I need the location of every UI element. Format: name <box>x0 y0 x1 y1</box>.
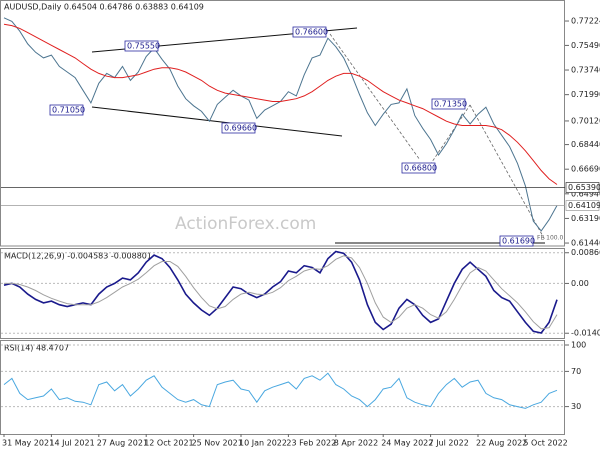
x-tick-label: 7 Jul 2022 <box>429 439 469 448</box>
annotation-box <box>49 104 84 116</box>
y-tick-label: 0.77224 <box>571 17 600 26</box>
annotation-box <box>431 98 466 110</box>
price-panel <box>0 0 565 247</box>
x-tick-label: 12 Oct 2021 <box>144 439 193 448</box>
series-line <box>3 23 558 185</box>
price-title: AUDUSD,Daily 0.64504 0.64786 0.63883 0.6… <box>4 3 204 12</box>
price-label: 0.65390 <box>568 183 600 192</box>
annotation: 0.66800 <box>404 164 437 173</box>
rsi-title: RSI(14) 48.4707 <box>4 344 69 353</box>
x-tick-label: 25 Nov 2021 <box>192 439 243 448</box>
y-tick-label: -0.014055 <box>571 329 600 338</box>
price-label-box <box>565 200 600 211</box>
annotation-box <box>292 26 327 38</box>
macd-panel <box>0 248 565 339</box>
x-tick-label: 10 Jan 2022 <box>239 439 287 448</box>
annotation: 0.61690 <box>502 237 535 246</box>
annotation: 0.71050 <box>52 106 85 115</box>
annotation: 0.69660 <box>224 124 257 133</box>
x-tick-label: 8 Apr 2022 <box>334 439 378 448</box>
annotation: 0.76600 <box>295 28 328 37</box>
x-tick-label: 31 May 2021 <box>2 439 54 448</box>
annotation-box <box>499 235 534 247</box>
series-line <box>3 372 558 409</box>
x-tick-label: 24 May 2022 <box>381 439 433 448</box>
y-tick-label: 70 <box>571 367 581 376</box>
rsi-panel <box>0 340 565 435</box>
projection-line <box>469 104 546 241</box>
series-line <box>3 250 558 334</box>
watermark: ActionForex.com <box>175 214 316 234</box>
series-line <box>4 255 558 330</box>
price-label-box <box>565 182 600 193</box>
annotation-box <box>401 162 436 174</box>
x-tick-label: 14 Jul 2021 <box>49 439 94 448</box>
annotation-box <box>221 122 256 134</box>
y-tick-label: 30 <box>571 402 581 411</box>
projection-line <box>329 33 421 161</box>
x-tick-label: 27 Aug 2021 <box>97 439 148 448</box>
x-tick-label: 5 Oct 2022 <box>523 439 567 448</box>
y-tick-label: 0.008662 <box>571 248 600 257</box>
macd-title: MACD(12,26,9) -0.004583 -0.008801 <box>4 252 152 261</box>
y-tick-label: 100 <box>571 341 586 350</box>
annotation-box <box>124 40 159 52</box>
y-tick-label: 0.00 <box>571 279 589 288</box>
fe-label: FE 100.0 <box>537 235 564 242</box>
price-label: 0.64109 <box>568 201 600 210</box>
x-tick-label: 22 Aug 2022 <box>476 439 527 448</box>
annotation: 0.71350 <box>434 100 467 109</box>
x-tick-label: 23 Feb 2022 <box>286 439 336 448</box>
annotation: 0.75550 <box>127 42 160 51</box>
trend-line <box>91 106 343 137</box>
